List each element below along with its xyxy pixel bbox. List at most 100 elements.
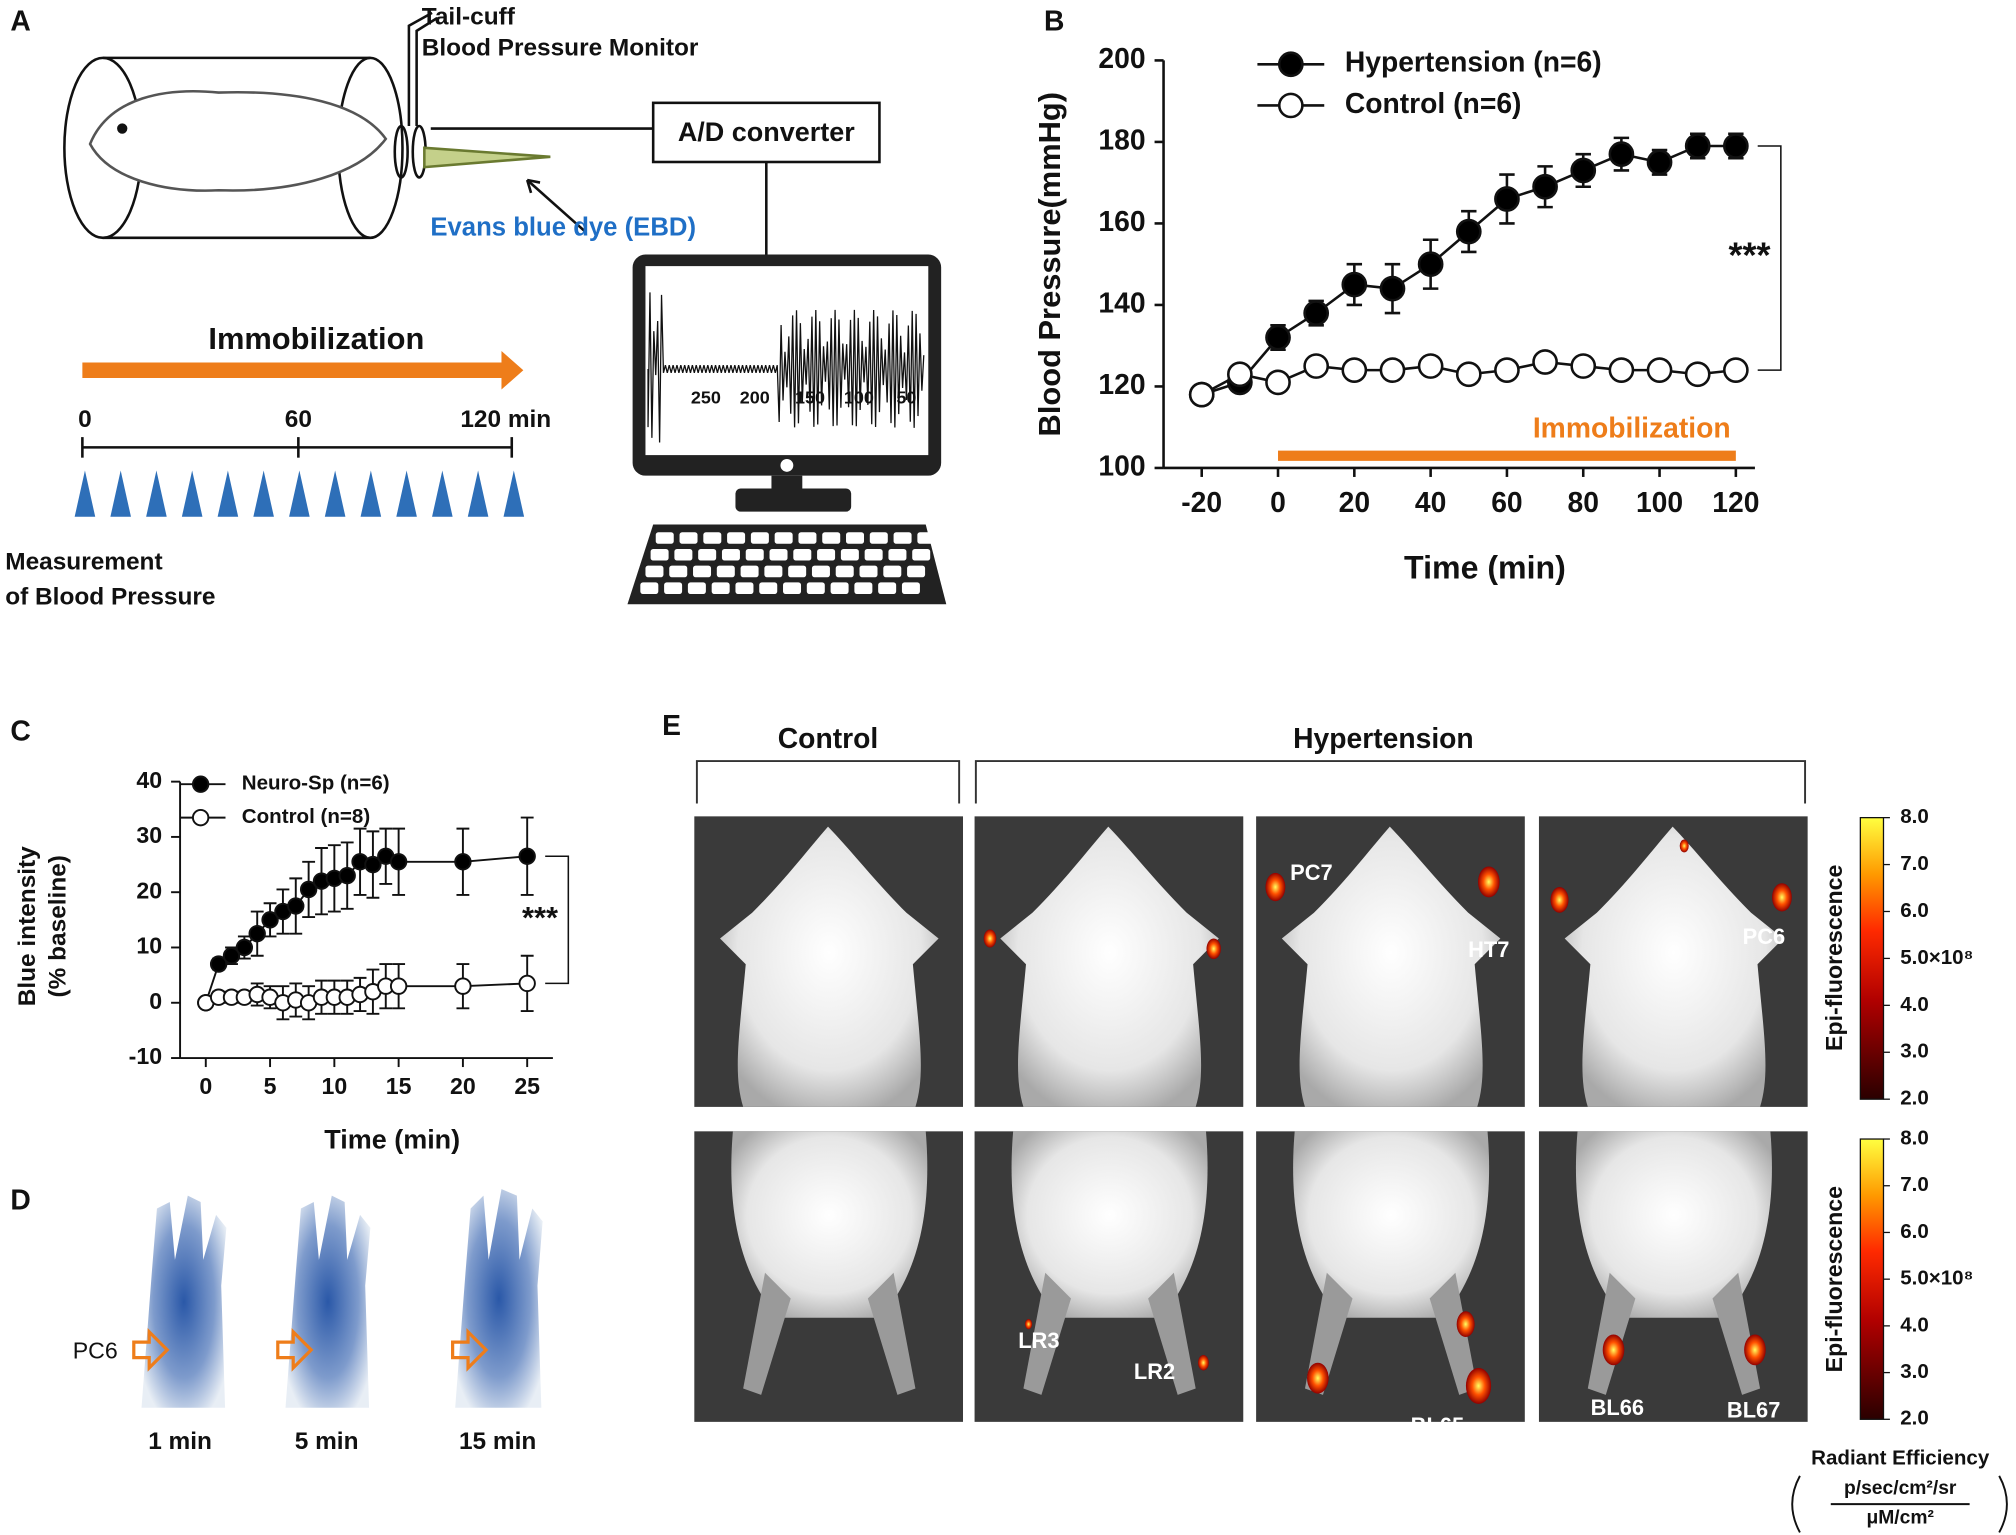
timeline-arrow: [82, 350, 524, 390]
data-point: [1227, 361, 1253, 388]
colorbar-tick-label: 6.0: [1900, 899, 1929, 922]
colorbar: [1859, 1138, 1885, 1420]
timeline-label: 0: [78, 406, 92, 433]
key: [693, 565, 712, 578]
units-title: Radiant Efficiency: [1811, 1447, 1990, 1470]
key: [721, 548, 740, 561]
data-point: [1494, 186, 1520, 212]
rat-body: [1011, 1131, 1208, 1318]
data-point: [1455, 218, 1482, 245]
data-point: [209, 955, 228, 973]
key: [750, 532, 769, 544]
data-point: [1417, 353, 1444, 379]
data-point: [299, 880, 318, 899]
significance-label: ***: [1729, 235, 1771, 276]
dye-label: Evans blue dye (EBD): [430, 214, 696, 242]
key: [901, 582, 920, 594]
y-tick-label: -10: [129, 1043, 162, 1069]
span-label: Immobilization: [1533, 411, 1731, 443]
colorbar-tick-label: 3.0: [1900, 1360, 1929, 1383]
monitor-label: 150: [795, 387, 825, 407]
converter-label: A/D converter: [678, 117, 855, 147]
data-point: [1722, 357, 1749, 384]
colorbar-tick-label: 8.0: [1900, 805, 1929, 828]
key: [664, 582, 683, 594]
fluorescence-spot: [983, 929, 997, 948]
fluorescence-images: [694, 816, 1808, 1422]
key: [703, 532, 722, 544]
rat-body: [731, 1131, 928, 1318]
key: [774, 532, 793, 544]
fluorescence-spot: [1478, 866, 1500, 898]
key: [650, 548, 669, 561]
acupoint-label: BL66: [1591, 1395, 1644, 1420]
significance-bracket: [545, 855, 570, 985]
data-point: [454, 977, 472, 995]
time-label: 1 min: [148, 1428, 212, 1455]
y-tick-label: 140: [1098, 286, 1145, 318]
data-point: [1303, 353, 1330, 379]
panel-label: E: [662, 709, 681, 741]
key: [917, 532, 936, 544]
acupoint-label: LR2: [1134, 1359, 1175, 1384]
legend-marker: [191, 808, 210, 827]
fluorescence-spot: [1198, 1355, 1209, 1371]
colorbar-tick-label: 8.0: [1900, 1126, 1929, 1149]
key: [893, 532, 912, 544]
acupoint-label: LR3: [1018, 1328, 1059, 1353]
key: [830, 582, 849, 594]
legend-label: Hypertension (n=6): [1345, 46, 1602, 78]
y-tick-label: 0: [149, 988, 162, 1014]
site-label: PC6: [73, 1338, 118, 1364]
data-point: [1684, 133, 1711, 159]
data-point: [1494, 357, 1520, 384]
fluorescence-spot: [1024, 1319, 1033, 1330]
x-axis-label: Time (min): [324, 1124, 460, 1154]
measurement-marker: [146, 470, 167, 517]
measurement-marker: [467, 470, 489, 517]
x-tick-label: 80: [1568, 486, 1599, 518]
key: [698, 548, 717, 561]
significance-label: ***: [522, 900, 558, 935]
fluorescence-spot: [1744, 1334, 1766, 1366]
data-point: [1532, 173, 1558, 200]
timeline: [81, 437, 514, 458]
rat-leg: [1023, 1272, 1196, 1395]
data-point: [1684, 361, 1711, 388]
significance-bracket: [1757, 145, 1782, 371]
waveform: [647, 292, 925, 443]
fluorescence-spot: [1465, 1367, 1492, 1404]
data-point: [1722, 133, 1749, 159]
colorbar-tick-label: 4.0: [1900, 993, 1929, 1016]
tail-cuff-label: Tail-cuff: [422, 3, 516, 30]
key: [769, 548, 788, 561]
measurement-marker: [217, 470, 239, 517]
legend-marker: [191, 775, 210, 793]
panel-label: B: [1044, 5, 1064, 37]
fluorescence-spot: [1772, 883, 1792, 912]
acupoint-label: HT7: [1468, 937, 1509, 962]
timeline-label: 60: [285, 406, 312, 433]
key: [783, 582, 802, 594]
measurement-marker: [110, 470, 131, 517]
key: [674, 548, 693, 561]
data-point: [518, 847, 536, 865]
rat-body: [1564, 826, 1784, 1107]
fluorescence-spot: [1206, 938, 1221, 960]
key: [798, 532, 817, 544]
colorbar-tick-label: 6.0: [1900, 1220, 1929, 1243]
key: [740, 565, 759, 578]
key: [687, 582, 706, 594]
key: [764, 565, 783, 578]
data-point: [1417, 251, 1444, 278]
y-axis-label: Blood Pressure(mmHg): [1032, 92, 1067, 436]
key: [869, 532, 888, 544]
rat-leg: [1304, 1272, 1478, 1395]
series-line: [1201, 144, 1736, 396]
tail-cuff-label: Blood Pressure Monitor: [422, 34, 699, 61]
data-point: [389, 977, 408, 995]
legend-label: Neuro-Sp (n=6): [242, 772, 390, 795]
data-point: [1608, 141, 1635, 168]
key: [888, 548, 907, 561]
acupoint-label: BL67: [1727, 1397, 1780, 1422]
